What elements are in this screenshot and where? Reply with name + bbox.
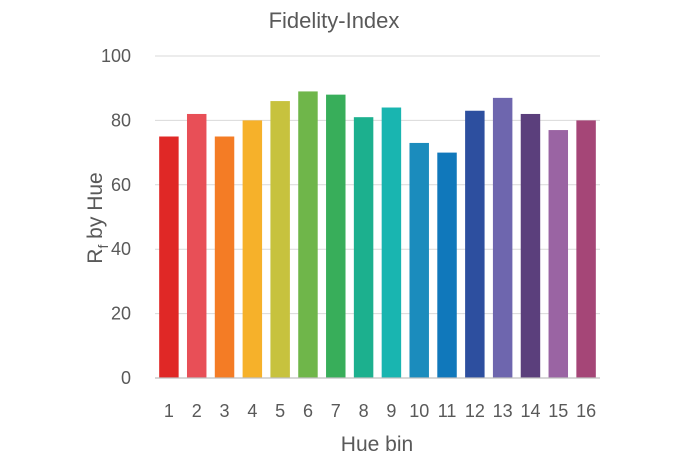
- bar-hue-5: [270, 101, 290, 378]
- y-axis-label: Rf by Hue: [84, 172, 111, 263]
- bars: [159, 91, 596, 379]
- chart-title: Fidelity-Index: [269, 8, 400, 33]
- bar-hue-16: [576, 120, 596, 379]
- y-tick-label: 0: [121, 368, 131, 388]
- bar-hue-11: [437, 152, 457, 378]
- y-tick-label: 40: [111, 239, 131, 259]
- bar-hue-7: [326, 94, 346, 378]
- x-tick-label: 7: [331, 401, 341, 421]
- bar-hue-6: [298, 91, 318, 379]
- bar-hue-12: [465, 110, 485, 379]
- x-tick-label: 4: [247, 401, 257, 421]
- x-axis-ticks: 1 2 3 4 5 6 7 8 9 10 11 12 13 14 15 16: [164, 401, 596, 421]
- bar-hue-1: [159, 136, 179, 378]
- bar-hue-3: [214, 136, 235, 378]
- x-tick-label: 6: [303, 401, 313, 421]
- bar-hue-8: [353, 117, 374, 379]
- y-axis-label-subscript: f: [95, 245, 111, 249]
- bar-hue-13: [492, 97, 513, 379]
- bar-hue-2: [186, 113, 207, 379]
- x-tick-label: 1: [164, 401, 174, 421]
- x-tick-label: 15: [548, 401, 568, 421]
- x-tick-label: 10: [409, 401, 429, 421]
- bar-hue-15: [548, 130, 569, 378]
- y-tick-label: 60: [111, 175, 131, 195]
- x-tick-label: 8: [359, 401, 369, 421]
- x-tick-label: 2: [192, 401, 202, 421]
- bar-hue-14: [520, 113, 541, 379]
- x-tick-label: 9: [386, 401, 396, 421]
- y-axis-label-main: R: [84, 249, 107, 264]
- x-tick-label: 11: [438, 401, 457, 421]
- x-tick-label: 16: [576, 401, 596, 421]
- y-tick-label: 20: [111, 304, 131, 324]
- bar-hue-9: [381, 107, 402, 379]
- y-tick-label: 80: [111, 110, 131, 130]
- x-tick-label: 5: [275, 401, 285, 421]
- bar-hue-4: [242, 120, 263, 379]
- bar-hue-10: [409, 142, 429, 378]
- y-tick-label: 100: [101, 46, 131, 66]
- x-tick-label: 12: [465, 401, 485, 421]
- y-axis-ticks: 0 20 40 60 80 100: [101, 46, 131, 388]
- x-tick-label: 13: [493, 401, 513, 421]
- x-tick-label: 14: [520, 401, 540, 421]
- y-axis-label-rest: by Hue: [84, 172, 107, 244]
- x-tick-label: 3: [220, 401, 230, 421]
- x-axis-label: Hue bin: [341, 433, 413, 456]
